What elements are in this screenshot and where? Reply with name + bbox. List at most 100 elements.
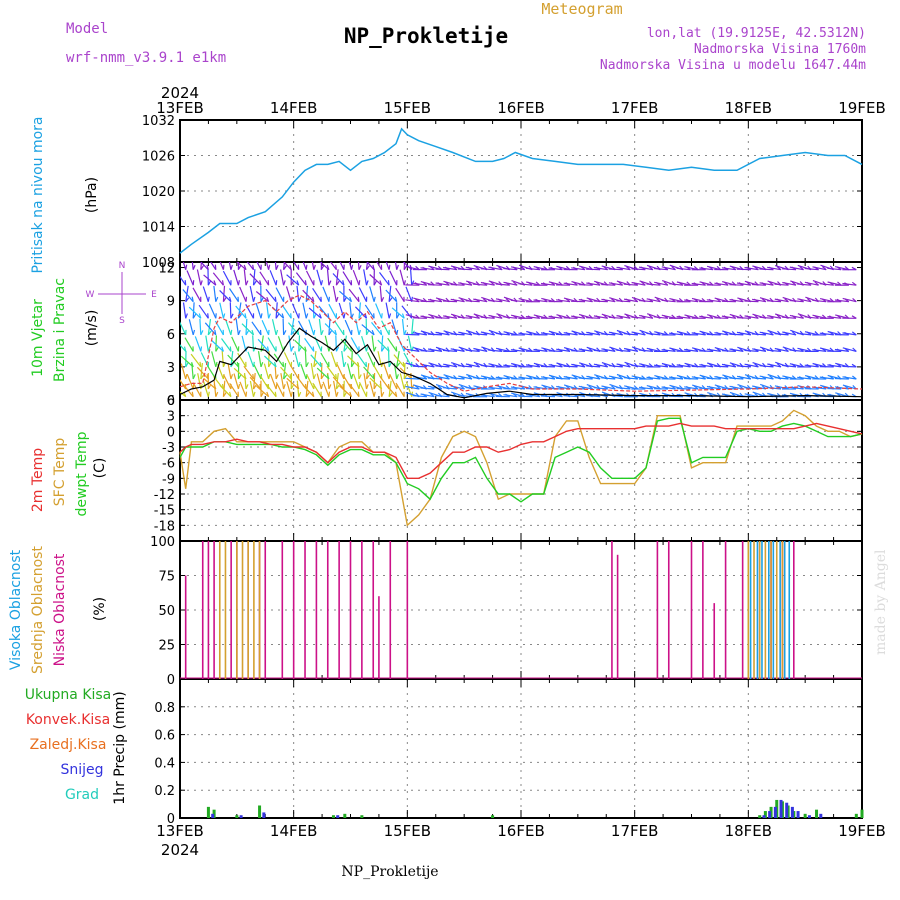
wind-arrow bbox=[541, 376, 555, 380]
wind-arrow-head bbox=[373, 384, 378, 390]
wind-arrow-head bbox=[334, 329, 337, 336]
wind-arrow bbox=[347, 355, 360, 368]
x-tick-label-top: 17FEB bbox=[611, 99, 658, 117]
precip-bar-total bbox=[212, 809, 216, 818]
wind-arrow bbox=[255, 302, 262, 319]
wind-arrow-head bbox=[372, 264, 375, 270]
wind-arrow bbox=[369, 381, 375, 397]
wind-arrow-head bbox=[852, 375, 857, 380]
wind-arrow-head bbox=[260, 361, 264, 368]
wind-arrow-head bbox=[381, 391, 385, 397]
wind-arrow bbox=[638, 386, 653, 390]
wind-arrow-head bbox=[243, 374, 247, 380]
wind-arrow-head bbox=[731, 363, 737, 368]
wind-arrow bbox=[744, 363, 759, 368]
wind-arrow bbox=[257, 351, 262, 367]
wind-arrow bbox=[503, 267, 518, 271]
wind-arrow bbox=[774, 298, 789, 303]
wind-arrow-head bbox=[290, 280, 295, 286]
wind-arrow-head bbox=[769, 281, 774, 286]
wind-arrow-head bbox=[245, 280, 249, 286]
wind-arrow bbox=[623, 283, 638, 286]
wind-arrow bbox=[231, 336, 239, 352]
wind-arrow bbox=[427, 284, 442, 286]
wind-arrow bbox=[241, 323, 254, 336]
wind-arrow bbox=[334, 321, 345, 336]
wind-arrow-head bbox=[260, 313, 263, 319]
wind-arrow bbox=[366, 262, 375, 271]
wind-arrow bbox=[332, 273, 345, 286]
wind-arrow bbox=[355, 319, 360, 336]
wind-arrow-head bbox=[296, 280, 300, 286]
precip-bar-snow bbox=[773, 806, 777, 818]
wind-arrow bbox=[249, 376, 262, 390]
wind-arrow bbox=[381, 320, 390, 336]
wind-arrow bbox=[198, 304, 209, 319]
wind-arrow bbox=[457, 268, 473, 271]
precip-bar-snow bbox=[779, 799, 783, 818]
wind-arrow-head bbox=[739, 347, 744, 352]
wind-arrow-head bbox=[372, 373, 375, 380]
wind-arrow-head bbox=[467, 331, 473, 336]
wind-arrow bbox=[300, 363, 307, 380]
wind-arrow-head bbox=[192, 264, 196, 270]
wind-arrow-head bbox=[467, 281, 473, 286]
wind-arrow-head bbox=[388, 297, 393, 303]
wind-arrow bbox=[458, 331, 473, 336]
wind-arrow bbox=[204, 322, 217, 336]
wind-arrow bbox=[371, 322, 383, 336]
wind-arrow bbox=[782, 281, 797, 286]
precip-bar-snow bbox=[336, 815, 340, 818]
wind-arrow bbox=[804, 316, 819, 319]
wind-arrow bbox=[684, 348, 699, 352]
wind-arrow-head bbox=[283, 330, 287, 336]
wind-arrow bbox=[257, 338, 270, 352]
wind-arrow bbox=[488, 266, 503, 271]
wind-arrow bbox=[601, 377, 616, 380]
wind-arrow-head bbox=[335, 346, 340, 352]
wind-arrow bbox=[435, 317, 450, 319]
wind-arrow bbox=[210, 262, 217, 271]
wind-arrow bbox=[782, 331, 797, 336]
wind-arrow-head bbox=[388, 264, 391, 270]
wind-arrow bbox=[286, 381, 292, 397]
wind-arrow bbox=[721, 315, 736, 319]
wind-arrow bbox=[510, 266, 525, 271]
wind-arrow-head bbox=[769, 331, 774, 336]
wind-arrow bbox=[252, 269, 256, 286]
wind-arrow-head bbox=[851, 363, 857, 368]
wind-arrow bbox=[411, 318, 414, 335]
wind-arrow bbox=[354, 306, 367, 319]
wind-arrow bbox=[249, 380, 255, 397]
wind-arrow bbox=[304, 337, 315, 352]
wind-arrow-head bbox=[252, 361, 255, 367]
wind-arrow bbox=[221, 350, 224, 367]
compass-e-label: E bbox=[151, 290, 157, 300]
wind-arrow bbox=[842, 347, 857, 352]
wind-arrow bbox=[253, 364, 262, 380]
y-tick-label: 0 bbox=[167, 673, 175, 688]
precip-bar-snow bbox=[762, 815, 766, 818]
wind-arrow bbox=[385, 289, 398, 303]
wind-arrow-head bbox=[422, 375, 428, 380]
wind-arrow bbox=[435, 365, 450, 368]
wind-arrow bbox=[352, 269, 360, 286]
wind-arrow-head bbox=[580, 363, 586, 368]
wind-arrow bbox=[229, 382, 239, 398]
wind-arrow bbox=[804, 267, 819, 271]
wind-arrow bbox=[266, 302, 270, 319]
wind-arrow-head bbox=[403, 383, 407, 390]
wind-arrow bbox=[286, 377, 300, 390]
wind-arrow-head bbox=[327, 313, 330, 319]
wind-arrow bbox=[324, 335, 330, 352]
wind-arrow-head bbox=[252, 391, 256, 397]
wind-arrow bbox=[812, 266, 827, 271]
wind-arrow bbox=[352, 373, 360, 390]
wind-arrow bbox=[222, 285, 226, 302]
wind-arrow bbox=[233, 269, 239, 286]
wind-arrow bbox=[540, 395, 555, 398]
wind-arrow-head bbox=[275, 313, 280, 319]
wind-arrow-head bbox=[396, 313, 400, 319]
wind-arrow-head bbox=[289, 374, 292, 380]
wind-arrow bbox=[601, 283, 616, 286]
